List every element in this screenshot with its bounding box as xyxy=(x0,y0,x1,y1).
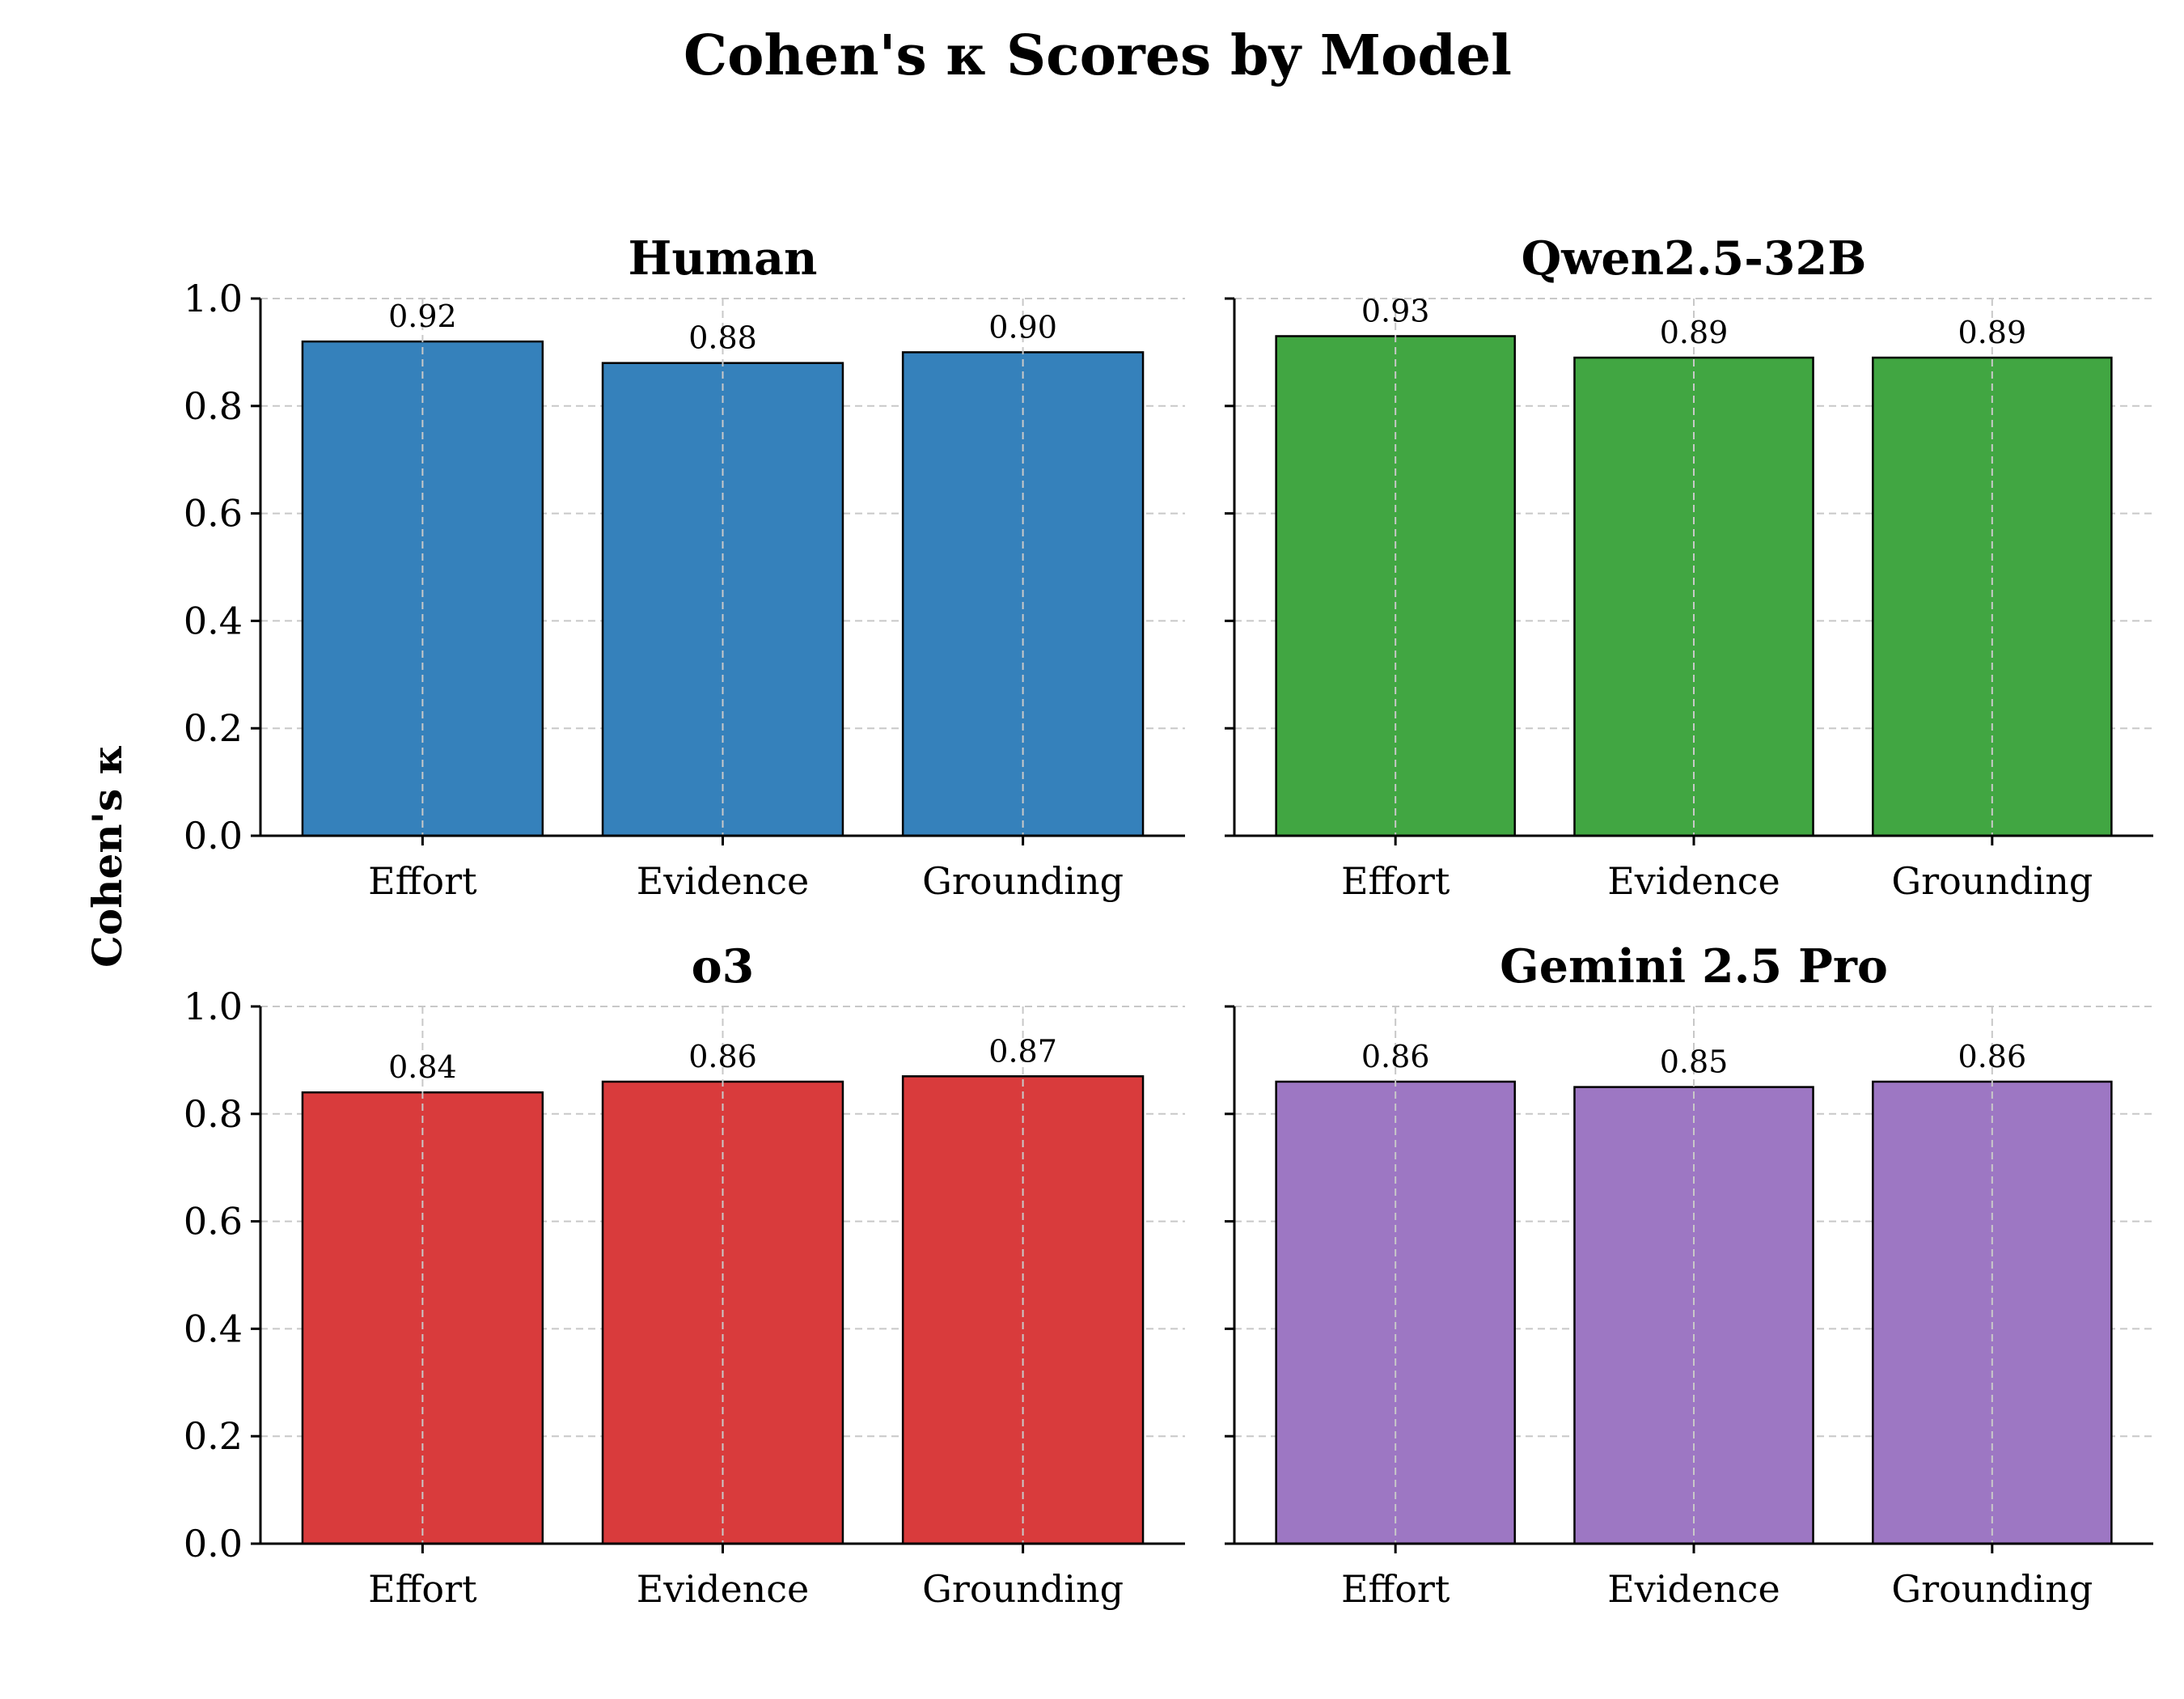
data-label: 0.90 xyxy=(988,309,1057,345)
data-label: 0.89 xyxy=(1660,315,1729,350)
x-tick-label: Evidence xyxy=(1607,1567,1780,1611)
y-tick-label: 0.2 xyxy=(184,706,243,750)
bar-effort xyxy=(301,1091,544,1545)
data-label: 0.89 xyxy=(1958,315,2027,350)
x-tick-label: Grounding xyxy=(1891,1567,2093,1611)
data-label: 0.85 xyxy=(1660,1044,1729,1080)
x-tick-label: Grounding xyxy=(1891,859,2093,903)
data-label: 0.84 xyxy=(388,1049,457,1085)
x-tick-label: Effort xyxy=(1341,859,1450,903)
y-tick-label: 0.4 xyxy=(184,599,243,642)
y-tick-label: 0.0 xyxy=(184,814,243,858)
panels-group: 0.92 0.88 0.90 0.0 0.2 0.4 0.6 0.8 1.0 Effort Evid… xyxy=(184,231,2153,1611)
x-tick-label: Grounding xyxy=(922,1567,1124,1611)
x-tick-label: Evidence xyxy=(637,859,810,903)
data-label: 0.86 xyxy=(1361,1039,1430,1074)
y-axis-label: Cohen's κ xyxy=(83,744,131,968)
panel-title: Gemini 2.5 Pro xyxy=(1500,939,1888,994)
y-tick-label: 1.0 xyxy=(184,985,243,1028)
data-label: 0.88 xyxy=(688,320,757,356)
data-label: 0.93 xyxy=(1361,293,1430,328)
y-tick-label: 0.0 xyxy=(184,1522,243,1566)
panel-title: Human xyxy=(629,231,818,286)
panel-1: 0.93 0.89 0.89 Effort Evidence Grounding Qwen2… xyxy=(1225,231,2153,903)
y-tick-label: 0.8 xyxy=(184,1092,243,1136)
y-tick-label: 0.4 xyxy=(184,1307,243,1350)
y-tick-label: 0.6 xyxy=(184,1200,243,1244)
panel-0: 0.92 0.88 0.90 0.0 0.2 0.4 0.6 0.8 1.0 Effort Evid… xyxy=(184,231,1185,903)
y-tick-label: 0.2 xyxy=(184,1414,243,1458)
x-tick-label: Effort xyxy=(368,859,477,903)
x-tick-label: Evidence xyxy=(637,1567,810,1611)
y-tick-label: 1.0 xyxy=(184,277,243,320)
panel-3: 0.86 0.85 0.86 Effort Evidence Grounding Gemin… xyxy=(1225,939,2153,1611)
x-tick-label: Evidence xyxy=(1607,859,1780,903)
data-label: 0.86 xyxy=(1958,1039,2027,1074)
panel-title: o3 xyxy=(692,939,755,994)
x-tick-label: Effort xyxy=(1341,1567,1450,1611)
panel-2: 0.84 0.86 0.87 0.0 0.2 0.4 0.6 0.8 1.0 Effort Evid… xyxy=(184,939,1185,1611)
chart-title: Cohen's κ Scores by Model xyxy=(684,23,1512,88)
data-label: 0.86 xyxy=(688,1039,757,1074)
panel-title: Qwen2.5-32B xyxy=(1522,231,1867,286)
data-label: 0.92 xyxy=(388,299,457,334)
y-tick-label: 0.6 xyxy=(184,492,243,536)
y-tick-label: 0.8 xyxy=(184,384,243,428)
x-tick-label: Effort xyxy=(368,1567,477,1611)
data-label: 0.87 xyxy=(988,1033,1057,1069)
x-tick-label: Grounding xyxy=(922,859,1124,903)
